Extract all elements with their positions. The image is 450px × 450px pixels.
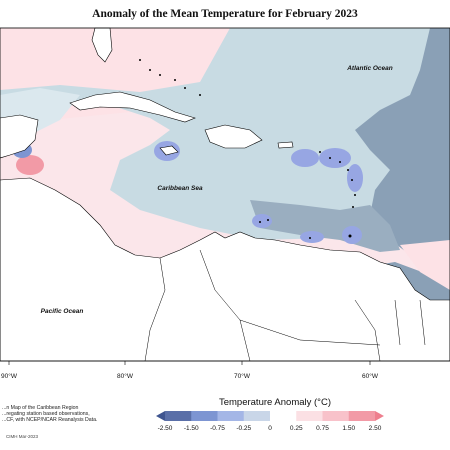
colorbar-segment bbox=[243, 411, 271, 421]
colorbar-tick-label: -0.75 bbox=[210, 425, 225, 432]
credit: CIMH Mar-2023 bbox=[6, 434, 39, 439]
tick-90w: 90°W bbox=[1, 372, 18, 380]
warm-anomaly-east bbox=[400, 240, 450, 290]
land-central-america bbox=[0, 177, 450, 362]
cool-blob-lesser-antilles-3 bbox=[347, 164, 363, 192]
colorbar-extend-low bbox=[156, 411, 165, 421]
land-jamaica bbox=[159, 145, 179, 156]
label-caribbean-sea: Caribbean Sea bbox=[157, 185, 203, 192]
cool-blob-abc bbox=[252, 214, 272, 228]
tick-80w: 80°W bbox=[117, 372, 134, 380]
colorbar-tick-label: 0 bbox=[268, 425, 272, 432]
colorbar-segment bbox=[348, 411, 376, 421]
note-line-1: ...n Map of the Caribbean Region bbox=[2, 405, 79, 411]
longitude-axis: 90°W 80°W 70°W 60°W bbox=[1, 361, 379, 380]
tick-60w: 60°W bbox=[362, 372, 379, 380]
colorbar-tick-label: 2.50 bbox=[369, 425, 382, 432]
colorbar: -2.50 -1.50 -0.75 -0.25 0 0.25 0.75 1.50 2.50 bbox=[156, 411, 384, 432]
map-title: Anomaly of the Mean Temperature for Febr… bbox=[92, 8, 358, 20]
colorbar-segment bbox=[165, 411, 192, 421]
strong-cool-atlantic bbox=[355, 28, 450, 270]
cool-blob-trinidad bbox=[342, 226, 362, 244]
label-pacific-ocean: Pacific Ocean bbox=[41, 308, 84, 315]
note-line-3: ...CF, with NCEP/NCAR Reanalysis Data. bbox=[2, 417, 98, 424]
colorbar-segment bbox=[217, 411, 245, 421]
land-yucatan bbox=[0, 114, 39, 159]
colorbar-tick-label: -1.50 bbox=[184, 425, 199, 432]
land-puerto-rico bbox=[277, 141, 294, 149]
cool-blob-lesser-antilles-2 bbox=[319, 148, 351, 168]
map-frame bbox=[0, 27, 450, 362]
colorbar-segment bbox=[191, 411, 218, 421]
warm-blob-yucatan bbox=[16, 155, 44, 175]
land-hispaniola bbox=[204, 124, 263, 149]
colorbar-tick-label: -0.25 bbox=[236, 425, 251, 432]
cool-blob-margarita bbox=[300, 231, 324, 243]
legend-title: Temperature Anomaly (°C) bbox=[218, 397, 332, 408]
colorbar-extend-high bbox=[375, 411, 384, 421]
map-notes: ...n Map of the Caribbean Region ...rega… bbox=[2, 405, 97, 424]
small-islands bbox=[139, 59, 356, 239]
country-borders bbox=[144, 249, 426, 362]
strong-cool-band bbox=[250, 200, 400, 252]
colorbar-tick-label: 0.25 bbox=[290, 425, 303, 432]
label-atlantic-ocean: Atlantic Ocean bbox=[346, 65, 393, 72]
land-cuba bbox=[69, 91, 196, 123]
tick-70w: 70°W bbox=[234, 372, 251, 380]
colorbar-segment bbox=[322, 411, 350, 421]
colorbar-tick-label: 0.75 bbox=[316, 425, 329, 432]
colorbar-tick-label: -2.50 bbox=[158, 425, 173, 432]
colorbar-tick-label: 1.50 bbox=[342, 425, 355, 432]
colorbar-segment bbox=[296, 411, 323, 421]
note-line-2: ...regating station based observations, bbox=[2, 411, 90, 418]
cool-blob-lesser-antilles-1 bbox=[291, 149, 319, 167]
colorbar-segment bbox=[270, 411, 297, 421]
